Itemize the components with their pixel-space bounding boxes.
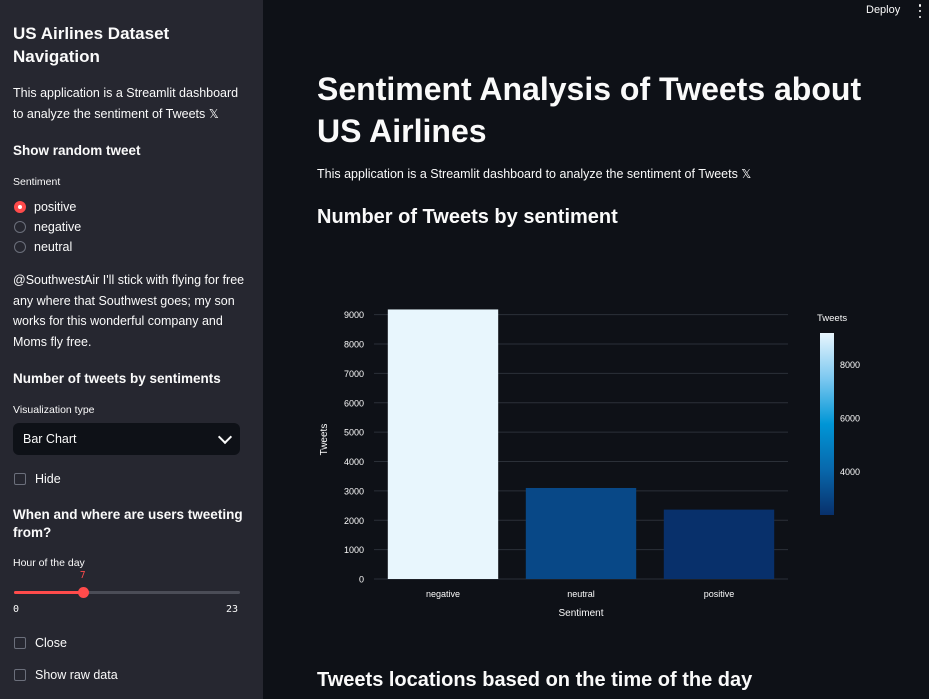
page-title: Sentiment Analysis of Tweets about US Ai…	[317, 71, 862, 149]
y-tick-label: 1000	[344, 545, 364, 555]
deploy-button[interactable]: Deploy	[866, 4, 901, 16]
y-tick-label: 8000	[344, 340, 364, 350]
checkbox-label: Hide	[35, 472, 61, 486]
sidebar-description: This application is a Streamlit dashboar…	[13, 86, 239, 121]
bar-neutral	[525, 487, 637, 579]
x-axis-title: Sentiment	[558, 608, 603, 619]
radio-negative[interactable]: negative	[14, 218, 81, 236]
locations-header: Tweets locations based on the time of th…	[317, 669, 753, 691]
y-axis-title: Tweets	[319, 424, 330, 456]
radio-positive[interactable]: positive	[14, 198, 76, 216]
radio-label: positive	[34, 200, 77, 214]
hour-label: Hour of the day	[13, 557, 85, 569]
kebab-menu-icon[interactable]	[917, 4, 923, 18]
random-tweet-header: Show random tweet	[13, 143, 141, 158]
checkbox-label: Show raw data	[35, 668, 118, 682]
viz-type-select[interactable]: Bar Chart	[13, 423, 240, 455]
select-value: Bar Chart	[23, 432, 77, 446]
hour-slider[interactable]: 7	[14, 570, 240, 598]
tweets-by-sentiment-header: Number of tweets by sentiments	[13, 371, 221, 386]
chart-header: Number of Tweets by sentiment	[317, 206, 618, 228]
y-tick-label: 7000	[344, 369, 364, 379]
colorbar-tick-label: 6000	[840, 413, 860, 423]
sidebar: US Airlines Dataset Navigation This appl…	[0, 0, 263, 699]
radio-neutral[interactable]: neutral	[14, 238, 72, 256]
show-raw-data-checkbox[interactable]: Show raw data	[14, 667, 118, 683]
radio-unselected-icon	[14, 241, 26, 253]
slider-value: 7	[79, 570, 86, 581]
sidebar-title: US Airlines Dataset Navigation	[13, 24, 170, 66]
close-checkbox[interactable]: Close	[14, 635, 67, 651]
chevron-down-icon	[217, 429, 233, 445]
hide-checkbox[interactable]: Hide	[14, 471, 61, 487]
y-tick-label: 9000	[344, 310, 364, 320]
random-tweet-text: @SouthwestAir I'll stick with flying for…	[13, 273, 245, 349]
x-tick-label: negative	[426, 589, 460, 599]
y-tick-label: 4000	[344, 457, 364, 467]
colorbar-tick-label: 4000	[840, 467, 860, 477]
colorbar	[820, 333, 834, 515]
checkbox-icon	[14, 669, 26, 681]
radio-selected-icon	[14, 201, 26, 213]
slider-thumb[interactable]	[77, 587, 89, 598]
viz-type-label: Visualization type	[13, 404, 95, 416]
y-tick-label: 0	[359, 575, 364, 585]
slider-fill	[14, 591, 83, 594]
checkbox-label: Close	[35, 636, 67, 650]
bar-negative	[387, 309, 499, 579]
sentiment-label: Sentiment	[13, 176, 61, 188]
slider-min: 0	[13, 604, 20, 615]
checkbox-icon	[14, 637, 26, 649]
y-tick-label: 5000	[344, 428, 364, 438]
y-tick-label: 6000	[344, 398, 364, 408]
slider-max: 23	[226, 604, 239, 615]
when-where-header: When and where are users tweeting from?	[13, 507, 243, 540]
colorbar-title: Tweets	[817, 313, 847, 324]
sentiment-bar-chart: 0 1000 2000 3000 4000 5000 6000 7000 8000 9000 neg…	[306, 260, 886, 640]
y-tick-label: 2000	[344, 516, 364, 526]
colorbar-tick-label: 8000	[840, 360, 860, 370]
radio-label: negative	[34, 220, 82, 234]
page-description: This application is a Streamlit dashboar…	[317, 167, 752, 181]
x-tick-label: neutral	[567, 589, 595, 599]
radio-unselected-icon	[14, 221, 26, 233]
checkbox-icon	[14, 473, 26, 485]
y-tick-label: 3000	[344, 486, 364, 496]
bar-positive	[663, 509, 775, 579]
radio-label: neutral	[34, 240, 73, 254]
x-tick-label: positive	[704, 589, 735, 599]
